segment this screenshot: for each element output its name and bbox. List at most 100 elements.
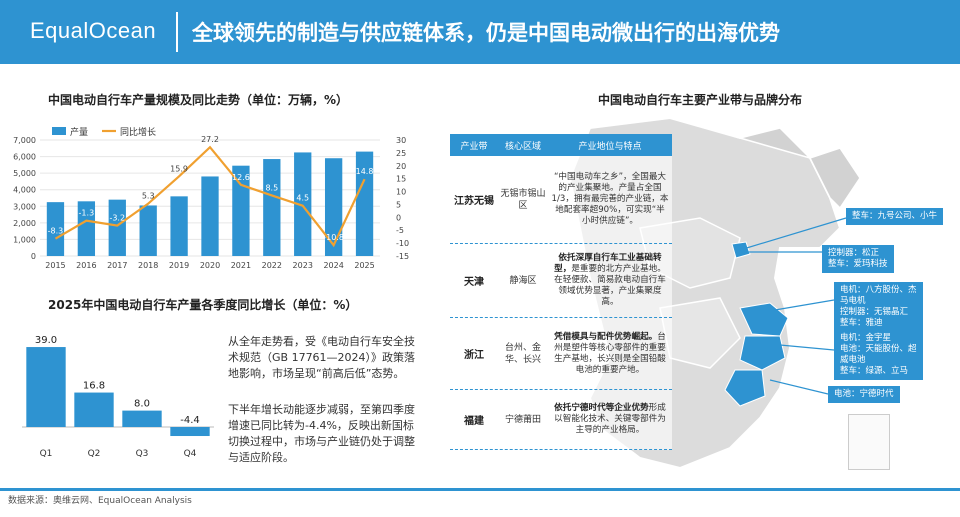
table-header-region: 核心区域 — [504, 141, 541, 152]
yoy-label: 12.6 — [232, 173, 250, 182]
row-region: 宁德莆田 — [504, 414, 541, 425]
logo: EqualOcean — [30, 18, 157, 43]
x-tick: 2019 — [169, 261, 189, 270]
y-right-tick: 20 — [396, 162, 406, 171]
legend-bar-swatch — [52, 127, 66, 135]
row-region: 无锡市锡山区 — [500, 188, 546, 211]
y-left-tick: 4,000 — [13, 186, 36, 195]
quarter-bar — [170, 427, 210, 437]
yoy-line — [54, 145, 366, 248]
production-bar — [294, 152, 312, 256]
y-right-tick: 15 — [396, 175, 406, 184]
header-bar: EqualOcean 全球领先的制造与供应链体系，仍是中国电动微出行的出海优势 — [0, 0, 960, 64]
production-bar — [139, 205, 157, 256]
y-left-tick: 3,000 — [13, 202, 36, 211]
production-bar — [355, 151, 374, 256]
quarter-value-label: -4.4 — [180, 415, 200, 426]
production-chart: 0 1,000 2,000 3,000 4,000 5,000 6,000 7,000 -15 -… — [13, 126, 409, 270]
footer-divider — [0, 488, 960, 491]
legend-line-label: 同比增长 — [120, 126, 156, 138]
table-row: 浙江 台州、金华、长兴 凭借模具与配件优势崛起。台州是塑件等核心零部件的重要生产… — [450, 318, 672, 390]
y-right-tick: 25 — [396, 149, 406, 158]
y-right-tick: 0 — [396, 213, 401, 222]
quarter-bar — [122, 410, 162, 427]
x-tick: 2025 — [354, 261, 374, 270]
y-right-tick: 10 — [396, 188, 406, 197]
callout-beijing: 整车：九号公司、小牛 — [846, 208, 944, 225]
map-title: 中国电动自行车主要产业带与品牌分布 — [598, 93, 803, 107]
x-tick: 2024 — [323, 261, 343, 270]
row-desc: 依托深厚自行车工业基础转型，是重要的北方产业基地。在轻便款、简易款电动自行车领域… — [554, 253, 666, 307]
x-tick: 2016 — [76, 261, 96, 270]
y-left-tick: 5,000 — [13, 169, 36, 178]
yoy-label: 27.2 — [201, 135, 219, 144]
yoy-label: -8.3 — [48, 227, 64, 236]
production-bar — [77, 201, 96, 256]
page-title: 全球领先的制造与供应链体系，仍是中国电动微出行的出海优势 — [192, 21, 780, 45]
x-tick: 2022 — [262, 261, 282, 270]
x-tick: 2023 — [293, 261, 313, 270]
production-bar — [232, 165, 250, 256]
analysis-paragraph-2: 下半年增长动能逐步减弱，至第四季度增速已同比转为-4.4%，反映出新国标切换过程… — [228, 403, 415, 464]
yoy-label: -10.8 — [323, 233, 344, 242]
yoy-label: 14.8 — [356, 167, 374, 176]
row-desc: 依托宁德时代等企业优势形成以智能化技术、关键零部件为主导的产业格局。 — [554, 403, 666, 435]
row-desc: 凭借模具与配件优势崛起。台州是塑件等核心零部件的重要生产基地，长兴则是全国铅酸电… — [554, 331, 666, 375]
quarter-x-tick: Q1 — [40, 449, 53, 459]
quarter-value-label: 16.8 — [83, 381, 105, 392]
yoy-label: -1.3 — [79, 209, 95, 218]
yoy-label: 8.5 — [265, 183, 278, 192]
quarter-value-label: 39.0 — [35, 335, 57, 346]
yoy-label: 5.3 — [142, 192, 155, 201]
quarter-value-label: 8.0 — [134, 399, 150, 410]
legend-bar-label: 产量 — [70, 126, 88, 138]
row-belt: 天津 — [464, 277, 484, 288]
callout-zhejiang: 电机：金宇星 电池：天能股份、超 威电池 整车：绿源、立马 — [834, 330, 923, 380]
quarter-bar — [74, 392, 114, 427]
row-belt: 江苏无锡 — [454, 196, 494, 207]
y-left-tick: 2,000 — [13, 219, 36, 228]
y-left-tick: 7,000 — [13, 136, 36, 145]
quarter-x-tick: Q2 — [88, 449, 101, 459]
y-right-tick: 5 — [396, 200, 401, 209]
production-bar — [263, 159, 281, 256]
x-tick: 2021 — [231, 261, 251, 270]
production-bar — [170, 196, 188, 256]
y-left-tick: 6,000 — [13, 153, 36, 162]
quarter-x-tick: Q4 — [184, 449, 197, 459]
header-divider — [176, 12, 178, 52]
y-right-tick: -15 — [396, 252, 409, 261]
row-belt: 浙江 — [464, 350, 484, 361]
table-row: 江苏无锡 无锡市锡山区 “中国电动车之乡”，全国最大的产业集聚地。产量占全国1/… — [450, 156, 672, 244]
y-right-tick: -10 — [396, 239, 409, 248]
row-region: 台州、金华、长兴 — [504, 342, 541, 365]
industry-belt-table: 产业带 核心区域 产业地位与特点 江苏无锡 无锡市锡山区 “中国电动车之乡”，全… — [450, 134, 672, 450]
table-header-belt: 产业带 — [460, 141, 488, 152]
production-bar — [46, 202, 65, 256]
production-bar — [324, 158, 343, 256]
row-region: 静海区 — [509, 275, 537, 286]
row-belt: 福建 — [464, 416, 484, 427]
callout-fujian: 电池：宁德时代 — [828, 386, 900, 403]
yoy-label: 4.5 — [296, 194, 309, 203]
table-header: 产业带 核心区域 产业地位与特点 — [450, 134, 672, 156]
analysis-paragraph-1: 从全年走势看，受《电动自行车安全技术规范（GB 17761—2024）》政策落地… — [228, 335, 416, 380]
data-source: 数据来源：奥维云网、EqualOcean Analysis — [8, 496, 192, 506]
y-left-tick: 1,000 — [13, 235, 36, 244]
yoy-label: -3.2 — [109, 214, 125, 223]
table-header-desc: 产业地位与特点 — [578, 141, 642, 152]
y-right-tick: -5 — [396, 226, 404, 235]
x-tick: 2018 — [138, 261, 158, 270]
quarterly-chart: 39.0 Q1 16.8 Q2 8.0 Q3 -4.4 Q4 — [22, 335, 214, 459]
production-bar — [201, 176, 219, 256]
y-left-tick: 0 — [31, 252, 36, 261]
y-right-tick: 30 — [396, 136, 406, 145]
table-row: 天津 静海区 依托深厚自行车工业基础转型，是重要的北方产业基地。在轻便款、简易款… — [450, 244, 672, 318]
table-row: 福建 宁德莆田 依托宁德时代等企业优势形成以智能化技术、关键零部件为主导的产业格… — [450, 390, 672, 450]
production-bar — [108, 199, 126, 256]
x-tick: 2015 — [45, 261, 65, 270]
south-china-sea-inset — [848, 414, 890, 470]
chart1-title: 中国电动自行车产量规模及同比走势（单位：万辆，%） — [48, 93, 349, 107]
yoy-label: 15.9 — [170, 164, 188, 173]
